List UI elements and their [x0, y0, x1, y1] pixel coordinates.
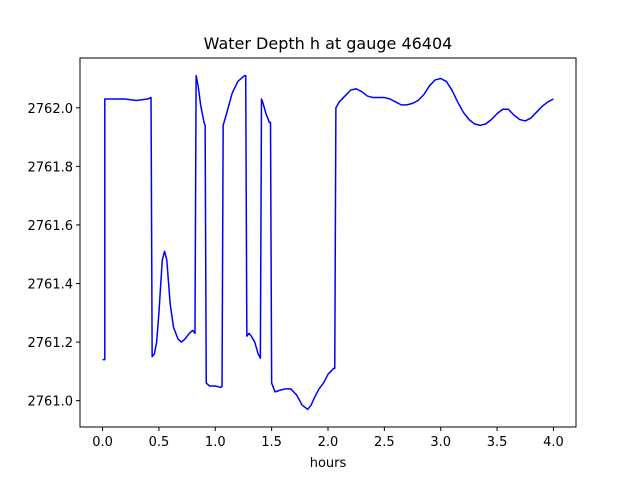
- chart-title: Water Depth h at gauge 46404: [204, 34, 453, 53]
- x-tick-label: 0.5: [149, 435, 170, 450]
- x-axis-title: hours: [310, 456, 347, 471]
- x-tick-label: 2.0: [318, 435, 339, 450]
- x-tick-label: 4.0: [543, 435, 564, 450]
- series-layer: [102, 74, 554, 411]
- plot-area: [80, 58, 576, 427]
- y-tick-label: 2762.0: [28, 102, 74, 117]
- x-tick-label: 3.0: [430, 435, 451, 450]
- y-tick-label: 2761.4: [28, 278, 74, 293]
- x-tick-label: 2.5: [374, 435, 395, 450]
- y-tick-label: 2761.0: [28, 395, 74, 410]
- y-tick-label: 2761.6: [28, 219, 74, 234]
- x-tick-label: 1.0: [205, 435, 226, 450]
- axis-layer: 0.0 0.5 1.0 1.5 2.0 2.5 3.0 3.5 4.0 2761.0 2761.2 2…: [28, 57, 577, 450]
- x-tick-label: 1.5: [261, 435, 282, 450]
- x-tick-label: 0.0: [92, 435, 113, 450]
- y-tick-label: 2761.2: [28, 336, 74, 351]
- series-line-0: [102, 74, 554, 411]
- y-tick-label: 2761.8: [28, 160, 74, 175]
- x-tick-label: 3.5: [487, 435, 508, 450]
